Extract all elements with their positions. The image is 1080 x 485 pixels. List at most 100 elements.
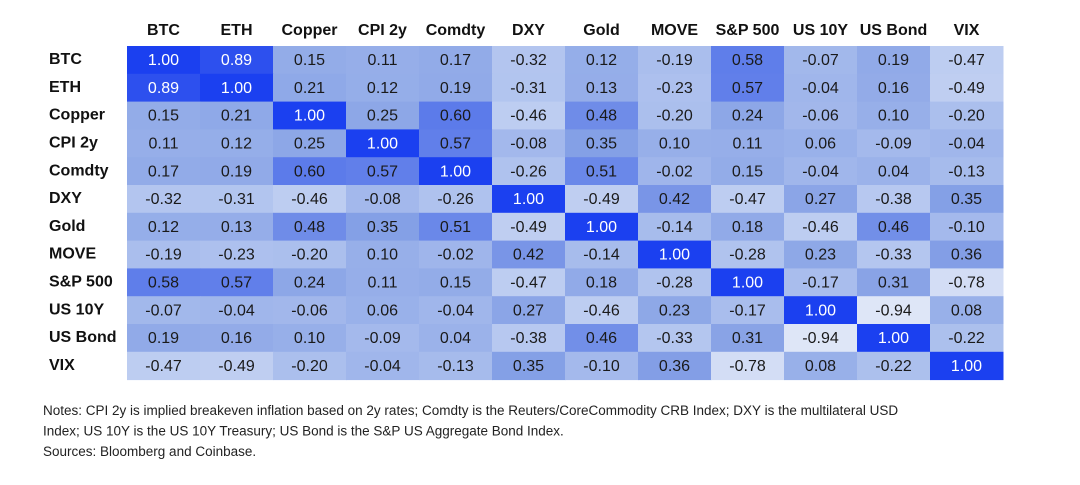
cell-label: -0.32 xyxy=(510,52,547,69)
heatmap-cell xyxy=(346,185,420,214)
heatmap-cell xyxy=(857,268,931,297)
cell-label: 0.11 xyxy=(368,52,398,69)
heatmap-cell xyxy=(784,240,858,269)
column-label: US 10Y xyxy=(793,22,848,39)
heatmap-cell xyxy=(638,129,712,158)
cell-label: -0.26 xyxy=(510,163,547,180)
column-label: Gold xyxy=(583,22,619,39)
cell-label: 0.60 xyxy=(440,108,471,125)
cell-label: 0.11 xyxy=(149,136,179,153)
heatmap-cell xyxy=(784,157,858,186)
note: Sources: Bloomberg and Coinbase. xyxy=(43,444,256,459)
heatmap-cell xyxy=(492,324,566,353)
heatmap-cell xyxy=(419,240,493,269)
heatmap-cell xyxy=(200,324,274,353)
heatmap-cell xyxy=(930,73,1004,103)
cell-label: 0.24 xyxy=(294,275,325,292)
cell-label: -0.49 xyxy=(218,358,255,375)
heatmap-cell xyxy=(711,46,785,75)
cell-label: -0.26 xyxy=(437,191,474,208)
heatmap-cell xyxy=(857,101,931,130)
heatmap-cell xyxy=(930,296,1004,325)
heatmap-cell xyxy=(273,324,347,353)
column-label: VIX xyxy=(954,22,980,39)
cell-label: 0.89 xyxy=(148,80,179,97)
cell-label: -0.94 xyxy=(875,302,912,319)
heatmap-cell xyxy=(127,101,201,130)
heatmap-cell xyxy=(857,351,931,381)
heatmap-cell xyxy=(273,268,347,297)
cell-label: -0.33 xyxy=(875,247,912,264)
heatmap-cell xyxy=(857,240,931,269)
heatmap-cell xyxy=(346,129,420,158)
heatmap-cell xyxy=(419,185,493,214)
heatmap-cell xyxy=(565,185,639,214)
heatmap-cell xyxy=(492,351,566,381)
heatmap-cell xyxy=(419,46,493,75)
note: Notes: CPI 2y is implied breakeven infla… xyxy=(43,403,898,418)
heatmap-cell xyxy=(857,46,931,75)
heatmap-cell xyxy=(930,157,1004,186)
column-label: Copper xyxy=(282,22,338,39)
row-label: CPI 2y xyxy=(49,135,98,152)
heatmap-cell xyxy=(200,240,274,269)
heatmap-cell xyxy=(492,268,566,297)
heatmap-cell xyxy=(638,157,712,186)
heatmap-cell xyxy=(273,73,347,103)
heatmap-cell xyxy=(200,73,274,103)
cell-label: 0.10 xyxy=(878,108,909,125)
column-label: US Bond xyxy=(860,22,928,39)
cell-label: -0.20 xyxy=(948,108,985,125)
heatmap-cell xyxy=(565,324,639,353)
cell-label: 0.42 xyxy=(513,247,544,264)
heatmap-cell xyxy=(492,73,566,103)
heatmap-cell xyxy=(857,157,931,186)
cell-label: -0.20 xyxy=(656,108,693,125)
heatmap-cell xyxy=(346,240,420,269)
row-label: US 10Y xyxy=(49,301,104,318)
heatmap-cell xyxy=(200,101,274,130)
cell-label: -0.08 xyxy=(364,191,401,208)
heatmap-cell xyxy=(419,73,493,103)
cell-label: 0.57 xyxy=(440,136,471,153)
cell-label: -0.47 xyxy=(145,358,182,375)
column-label: Comdty xyxy=(426,22,486,39)
heatmap-cell xyxy=(346,212,420,242)
cell-label: -0.38 xyxy=(510,330,547,347)
heatmap-cell xyxy=(930,101,1004,130)
heatmap-cell xyxy=(200,157,274,186)
heatmap-cell xyxy=(273,185,347,214)
column-label: MOVE xyxy=(651,22,698,39)
heatmap-cell xyxy=(273,129,347,158)
cell-label: -0.04 xyxy=(948,136,985,153)
cell-label: 0.21 xyxy=(221,108,252,125)
heatmap-cell xyxy=(492,46,566,75)
cell-label: 0.58 xyxy=(732,52,763,69)
cell-label: 0.19 xyxy=(148,330,179,347)
row-label: ETH xyxy=(49,79,81,96)
heatmap-cell xyxy=(492,240,566,269)
heatmap-cell xyxy=(711,351,785,381)
cell-label: 0.27 xyxy=(513,302,544,319)
heatmap-cell xyxy=(419,268,493,297)
heatmap-cell xyxy=(711,185,785,214)
cell-label: -0.17 xyxy=(802,275,839,292)
cell-label: 0.36 xyxy=(659,358,690,375)
heatmap-cell xyxy=(784,185,858,214)
cell-label: 0.31 xyxy=(732,330,763,347)
heatmap-cell xyxy=(857,296,931,325)
row-label: MOVE xyxy=(49,246,96,263)
cell-label: -0.23 xyxy=(218,247,255,264)
cell-label: -0.19 xyxy=(145,247,182,264)
cell-label: 0.46 xyxy=(878,219,909,236)
cell-label: -0.23 xyxy=(656,80,693,97)
heatmap-cell xyxy=(127,296,201,325)
heatmap-cell xyxy=(638,73,712,103)
heatmap-cell xyxy=(930,212,1004,242)
row-label: BTC xyxy=(49,51,82,68)
cell-label: -0.10 xyxy=(948,219,985,236)
heatmap-cell xyxy=(200,351,274,381)
cell-label: -0.31 xyxy=(218,191,255,208)
cell-label: -0.07 xyxy=(145,302,182,319)
cell-label: -0.02 xyxy=(656,163,693,180)
